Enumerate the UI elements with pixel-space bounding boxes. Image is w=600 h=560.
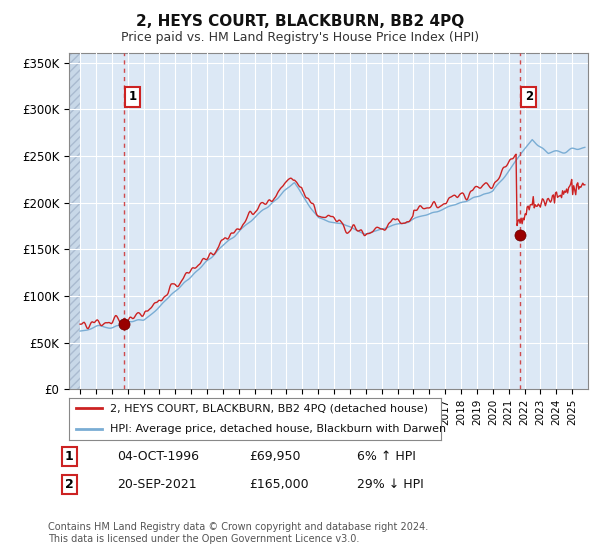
Text: 04-OCT-1996: 04-OCT-1996 [117, 450, 199, 463]
Text: 2: 2 [525, 90, 533, 104]
Text: Contains HM Land Registry data © Crown copyright and database right 2024.
This d: Contains HM Land Registry data © Crown c… [48, 522, 428, 544]
Text: 1: 1 [128, 90, 137, 104]
Text: 2: 2 [65, 478, 73, 491]
Text: HPI: Average price, detached house, Blackburn with Darwen: HPI: Average price, detached house, Blac… [110, 424, 446, 434]
Text: 1: 1 [65, 450, 73, 463]
Text: Price paid vs. HM Land Registry's House Price Index (HPI): Price paid vs. HM Land Registry's House … [121, 31, 479, 44]
Text: 6% ↑ HPI: 6% ↑ HPI [357, 450, 416, 463]
Text: £165,000: £165,000 [249, 478, 308, 491]
Polygon shape [69, 53, 80, 389]
Text: 20-SEP-2021: 20-SEP-2021 [117, 478, 197, 491]
Text: 2, HEYS COURT, BLACKBURN, BB2 4PQ (detached house): 2, HEYS COURT, BLACKBURN, BB2 4PQ (detac… [110, 403, 428, 413]
Text: 2, HEYS COURT, BLACKBURN, BB2 4PQ: 2, HEYS COURT, BLACKBURN, BB2 4PQ [136, 14, 464, 29]
Text: 29% ↓ HPI: 29% ↓ HPI [357, 478, 424, 491]
Text: £69,950: £69,950 [249, 450, 301, 463]
